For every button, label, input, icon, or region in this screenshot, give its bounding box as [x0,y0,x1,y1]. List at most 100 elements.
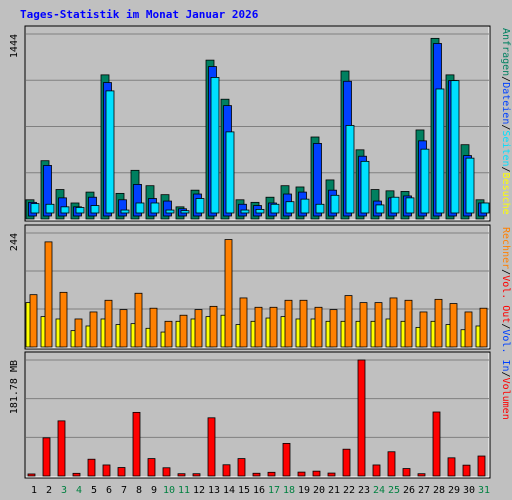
legend-visits: Rechner/Vol. Out/Vol. In/Volumen [500,227,511,420]
x-tick-label-day-25: 25 [388,485,400,496]
bar-seiten-day-19 [300,198,310,214]
bar-seiten-day-2 [45,203,55,214]
bar-volumen-day-30 [462,464,471,477]
panel-visits: 244 [9,224,491,350]
bar-seiten-day-27 [420,148,430,214]
bar-volumen-day-23 [357,359,366,477]
bar-rechner-day-4 [74,318,83,348]
bar-rechner-day-8 [134,292,143,348]
bar-volumen-day-14 [222,464,231,477]
x-tick-label-day-30: 30 [463,485,475,496]
bar-rechner-day-27 [419,311,428,348]
bar-volumen-day-13 [207,417,216,477]
bar-seiten-day-3 [60,206,70,214]
bar-volumen-day-10 [162,467,171,477]
bar-rechner-day-7 [119,309,128,348]
x-tick-label-day-31: 31 [478,485,490,496]
bar-rechner-day-30 [464,311,473,348]
x-tick-label-day-28: 28 [433,485,445,496]
legend-entry-rechner: Rechner [500,227,511,269]
bar-seiten-day-7 [120,209,130,214]
bar-seiten-day-15 [240,209,250,214]
bar-seiten-day-18 [285,201,295,214]
bar-rechner-day-20 [314,306,323,348]
x-tick-label-day-9: 9 [151,485,157,496]
bar-seiten-day-26 [405,197,415,214]
bar-volumen-day-15 [237,458,246,477]
bar-dateien-day-10 [163,200,172,217]
bar-volumen-day-25 [387,451,396,477]
bar-seiten-day-21 [330,194,340,214]
bar-rechner-day-25 [389,297,398,348]
x-tick-label-day-27: 27 [418,485,430,496]
bar-rechner-day-28 [434,298,443,348]
bar-rechner-day-29 [449,303,458,348]
x-axis-labels: 1 2 3 4 5 6 7 8 9 10 11 12 13 14 15 16 17 18 19 20 21 22 23 24 2… [31,485,490,496]
x-tick-label-day-14: 14 [223,485,235,496]
bar-volumen-day-12 [192,473,201,477]
bar-rechner-day-16 [254,306,263,348]
bar-rechner-day-31 [479,307,488,348]
bar-volumen-day-5 [87,458,96,477]
bar-seiten-day-31 [480,202,490,214]
bar-rechner-day-2 [44,241,53,348]
chart-title: Tages-Statistik im Monat Januar 2026 [20,8,259,21]
x-tick-label-day-22: 22 [343,485,355,496]
x-tick-label-day-12: 12 [193,485,205,496]
bar-seiten-day-22 [345,125,355,214]
x-tick-label-day-19: 19 [298,485,310,496]
legend-hits: Anfragen/Dateien/Seiten/Besuche [500,28,511,215]
bar-rechner-day-18 [284,299,293,348]
bar-volumen-day-31 [477,455,486,477]
chart-legends: Anfragen/Dateien/Seiten/BesucheRechner/V… [500,28,511,420]
x-tick-label-day-18: 18 [283,485,295,496]
bar-seiten-day-13 [210,77,220,214]
bar-volumen-day-3 [57,420,66,477]
legend-entry-besuche: Besuche [500,173,511,215]
x-tick-label-day-8: 8 [136,485,142,496]
legend-entry-seiten: Seiten [500,130,511,166]
x-tick-label-day-20: 20 [313,485,325,496]
legend-separator: / [500,372,511,378]
legend-entry-volumen: Vol. Out [500,275,511,323]
bar-volumen-day-17 [267,471,276,477]
bar-rechner-day-12 [194,309,203,348]
x-tick-label-day-6: 6 [106,485,112,496]
bar-volumen-day-9 [147,458,156,477]
bar-seiten-day-1 [30,203,40,214]
bar-dateien-day-8 [133,184,142,217]
bar-volumen-day-18 [282,442,291,477]
bar-volumen-day-19 [297,471,306,477]
bar-seiten-day-5 [90,205,100,214]
legend-entry-anfragen: Anfragen [500,28,511,76]
bar-volumen-day-20 [312,470,321,477]
bar-volumen-day-4 [72,472,81,477]
y-max-label: 1444 [9,34,20,58]
bar-volumen-day-27 [417,473,426,477]
legend-separator: / [500,124,511,130]
bar-volumen-day-16 [252,472,261,477]
bar-seiten-day-11 [180,210,190,214]
bar-volumen-day-29 [447,457,456,477]
x-tick-label-day-2: 2 [46,485,52,496]
bar-rechner-day-26 [404,299,413,348]
y-max-label: 181.78 MB [9,360,20,414]
x-tick-label-day-10: 10 [163,485,175,496]
bar-seiten-day-16 [255,208,265,214]
bar-rechner-day-19 [299,299,308,348]
bar-rechner-day-11 [179,314,188,348]
bar-seiten-day-23 [360,160,370,214]
bar-seiten-day-4 [75,207,85,214]
bar-rechner-day-3 [59,291,68,348]
legend-entry-volumen: Volumen [500,378,511,420]
bar-volumen-day-21 [327,472,336,477]
bar-volumen-day-1 [27,473,36,477]
bar-seiten-day-29 [450,80,460,214]
bar-rechner-day-14 [224,239,233,348]
bar-rechner-day-22 [344,295,353,348]
y-max-label: 244 [9,233,20,251]
bar-volumen-day-24 [372,464,381,477]
x-tick-label-day-3: 3 [61,485,67,496]
bar-volumen-day-26 [402,468,411,477]
